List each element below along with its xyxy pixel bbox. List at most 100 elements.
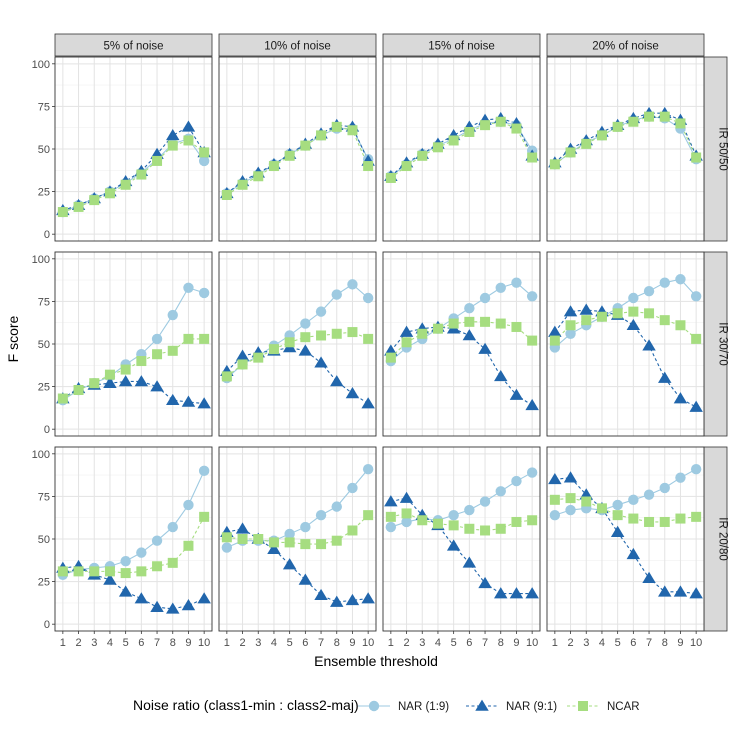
data-point	[596, 311, 607, 322]
data-point	[118, 375, 133, 387]
x-tick-label: 4	[599, 637, 605, 649]
facet-strip-col-label: 15% of noise	[428, 41, 495, 53]
data-point	[330, 595, 344, 607]
data-point	[628, 292, 639, 304]
data-point	[384, 495, 398, 507]
data-point	[120, 568, 131, 579]
data-point	[549, 509, 561, 521]
data-point	[480, 525, 491, 536]
data-point	[565, 504, 576, 516]
data-point	[167, 521, 178, 533]
data-point	[253, 171, 264, 182]
data-point	[527, 335, 538, 346]
data-point	[511, 321, 522, 332]
data-point	[626, 318, 641, 331]
data-point	[331, 328, 342, 339]
data-point	[167, 309, 178, 321]
data-point	[628, 513, 639, 524]
data-point	[525, 398, 539, 411]
x-tick-label: 6	[466, 637, 472, 649]
data-point	[526, 291, 538, 302]
series-line	[390, 497, 533, 595]
data-point	[691, 333, 702, 344]
data-point	[151, 333, 163, 345]
data-point	[673, 585, 688, 597]
series-line	[62, 138, 205, 213]
x-tick-label: 5	[123, 637, 129, 649]
panel-border	[218, 56, 377, 242]
series-line	[62, 380, 205, 405]
x-tick-label: 1	[388, 637, 394, 649]
data-point	[525, 587, 539, 599]
data-point	[104, 566, 115, 577]
data-point	[197, 397, 211, 409]
data-point	[385, 511, 396, 522]
series-line	[390, 121, 533, 179]
data-point	[363, 161, 374, 172]
series-line	[554, 116, 697, 165]
data-point	[237, 359, 248, 370]
x-tick-label: 2	[75, 637, 81, 649]
data-point	[565, 320, 576, 331]
panel	[546, 251, 705, 437]
data-point	[464, 126, 475, 137]
data-point	[643, 489, 655, 500]
data-point	[284, 337, 295, 348]
data-point	[448, 509, 459, 521]
data-point	[120, 179, 131, 190]
data-point	[565, 493, 576, 504]
data-point	[432, 142, 443, 153]
data-point	[136, 566, 147, 577]
data-point	[363, 333, 374, 344]
x-tick-label: 7	[318, 637, 324, 649]
series-line	[390, 282, 533, 362]
legend-title: Noise ratio (class1-min : class2-maj)	[133, 697, 359, 713]
data-point	[199, 147, 210, 158]
data-point	[134, 592, 149, 604]
data-point	[73, 385, 84, 395]
data-point	[136, 547, 147, 558]
data-point	[479, 292, 491, 304]
data-point	[347, 279, 358, 290]
data-point	[347, 525, 358, 536]
data-point	[167, 557, 178, 568]
data-point	[104, 369, 115, 380]
data-point	[120, 555, 131, 567]
data-point	[152, 561, 163, 572]
data-point	[152, 349, 163, 360]
data-point	[134, 375, 149, 387]
data-point	[103, 573, 117, 585]
facet-strip-col-label: 20% of noise	[592, 41, 659, 53]
data-point	[183, 135, 194, 146]
data-point	[565, 328, 576, 339]
data-point	[495, 282, 506, 293]
x-tick-label: 8	[334, 637, 340, 649]
x-tick-label: 3	[583, 637, 589, 649]
y-tick-label: 0	[44, 424, 50, 436]
data-point	[689, 400, 703, 412]
series-line	[390, 121, 533, 177]
series-line	[554, 477, 697, 595]
data-point	[300, 140, 311, 151]
data-point	[347, 482, 358, 494]
data-point	[316, 130, 327, 141]
data-point	[628, 494, 639, 506]
series-line	[554, 497, 697, 523]
legend: Noise ratio (class1-min : class2-maj) NA…	[133, 697, 640, 713]
data-point	[495, 318, 506, 329]
data-point	[237, 179, 248, 190]
data-point	[462, 329, 477, 341]
y-tick-label: 25	[38, 187, 50, 199]
x-tick-label: 6	[630, 637, 636, 649]
data-point	[675, 472, 686, 483]
x-tick-label: 8	[170, 637, 176, 649]
legend-label: NAR (1:9)	[398, 701, 449, 713]
data-point	[268, 161, 279, 172]
data-point	[494, 369, 508, 382]
data-point	[314, 588, 328, 601]
data-point	[464, 303, 475, 314]
data-point	[644, 308, 655, 319]
panel-border	[218, 251, 377, 437]
series-line	[554, 112, 697, 164]
panel-border	[382, 251, 541, 437]
